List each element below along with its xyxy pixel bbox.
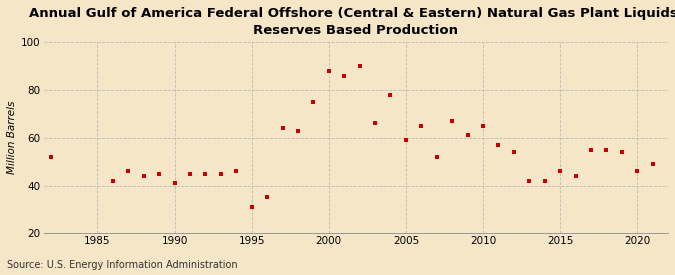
Point bbox=[416, 124, 427, 128]
Point bbox=[539, 178, 550, 183]
Point bbox=[169, 181, 180, 185]
Point bbox=[107, 178, 118, 183]
Point bbox=[478, 124, 489, 128]
Point bbox=[585, 147, 596, 152]
Point bbox=[138, 174, 149, 178]
Text: Source: U.S. Energy Information Administration: Source: U.S. Energy Information Administ… bbox=[7, 260, 238, 270]
Point bbox=[508, 150, 519, 154]
Point bbox=[292, 128, 303, 133]
Point bbox=[370, 121, 381, 126]
Point bbox=[231, 169, 242, 174]
Point bbox=[570, 174, 581, 178]
Point bbox=[46, 155, 57, 159]
Point bbox=[616, 150, 627, 154]
Point bbox=[462, 133, 473, 138]
Point bbox=[308, 100, 319, 104]
Point bbox=[123, 169, 134, 174]
Point bbox=[493, 143, 504, 147]
Point bbox=[524, 178, 535, 183]
Point bbox=[431, 155, 442, 159]
Point bbox=[632, 169, 643, 174]
Point bbox=[555, 169, 566, 174]
Y-axis label: Million Barrels: Million Barrels bbox=[7, 101, 17, 174]
Point bbox=[262, 195, 273, 200]
Point bbox=[277, 126, 288, 130]
Point bbox=[184, 171, 195, 176]
Point bbox=[200, 171, 211, 176]
Point bbox=[400, 138, 411, 142]
Point bbox=[215, 171, 226, 176]
Point bbox=[354, 64, 365, 68]
Point bbox=[647, 162, 658, 166]
Point bbox=[323, 69, 334, 73]
Point bbox=[385, 93, 396, 97]
Point bbox=[447, 119, 458, 123]
Title: Annual Gulf of America Federal Offshore (Central & Eastern) Natural Gas Plant Li: Annual Gulf of America Federal Offshore … bbox=[29, 7, 675, 37]
Point bbox=[154, 171, 165, 176]
Point bbox=[339, 73, 350, 78]
Point bbox=[246, 205, 257, 209]
Point bbox=[601, 147, 612, 152]
